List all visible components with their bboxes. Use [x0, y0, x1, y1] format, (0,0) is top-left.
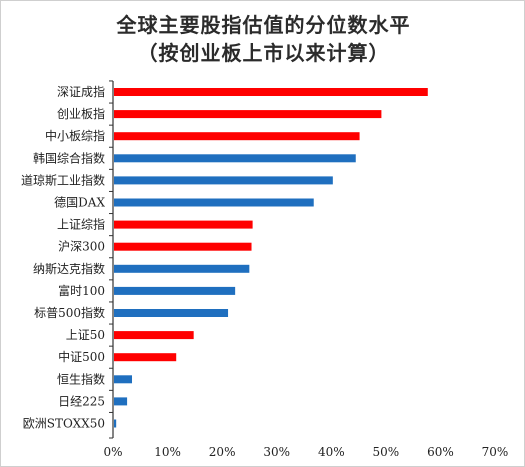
- bar: [114, 264, 250, 273]
- bar: [114, 110, 382, 119]
- category-label: 日经225: [58, 394, 105, 408]
- bar: [114, 397, 128, 406]
- x-tick-label: 20%: [209, 445, 236, 459]
- bar: [114, 88, 428, 96]
- category-label: 中证500: [58, 349, 105, 364]
- x-tick-label: 10%: [154, 445, 181, 459]
- bar: [114, 353, 177, 362]
- bar: [114, 375, 133, 384]
- bar: [114, 419, 117, 428]
- bar: [114, 242, 252, 251]
- x-tick-label: 0%: [103, 445, 122, 459]
- bar: [114, 220, 253, 229]
- chart-subtitle: （按创业板上市以来计算）: [137, 41, 390, 65]
- category-label: 标普500指数: [34, 305, 105, 320]
- category-label: 上证综指: [57, 217, 105, 232]
- bar: [114, 154, 356, 163]
- x-tick-label: 60%: [427, 445, 454, 459]
- category-label: 欧洲STOXX50: [23, 417, 105, 431]
- category-label: 深证成指: [57, 84, 105, 99]
- chart-title: 全球主要股指估值的分位数水平: [116, 13, 411, 37]
- x-tick-label: 50%: [373, 445, 400, 459]
- bar: [114, 132, 360, 141]
- category-label: 德国DAX: [54, 195, 105, 210]
- category-label: 创业板指: [57, 106, 105, 121]
- bar: [114, 286, 236, 295]
- x-tick-label: 30%: [263, 445, 290, 459]
- category-label: 恒生指数: [57, 371, 105, 386]
- category-label: 沪深300: [58, 240, 105, 254]
- category-label: 富时100: [58, 283, 105, 298]
- bar: [114, 198, 314, 207]
- bar: [114, 176, 333, 185]
- category-label: 上证50: [66, 328, 105, 342]
- x-tick-label: 70%: [482, 445, 509, 459]
- category-label: 中小板综指: [45, 128, 105, 143]
- x-tick-label: 40%: [318, 445, 345, 459]
- bar: [114, 331, 194, 340]
- bar: [114, 309, 229, 317]
- category-label: 道琼斯工业指数: [21, 172, 105, 187]
- category-label: 韩国综合指数: [33, 150, 105, 165]
- category-label: 纳斯达克指数: [33, 261, 105, 276]
